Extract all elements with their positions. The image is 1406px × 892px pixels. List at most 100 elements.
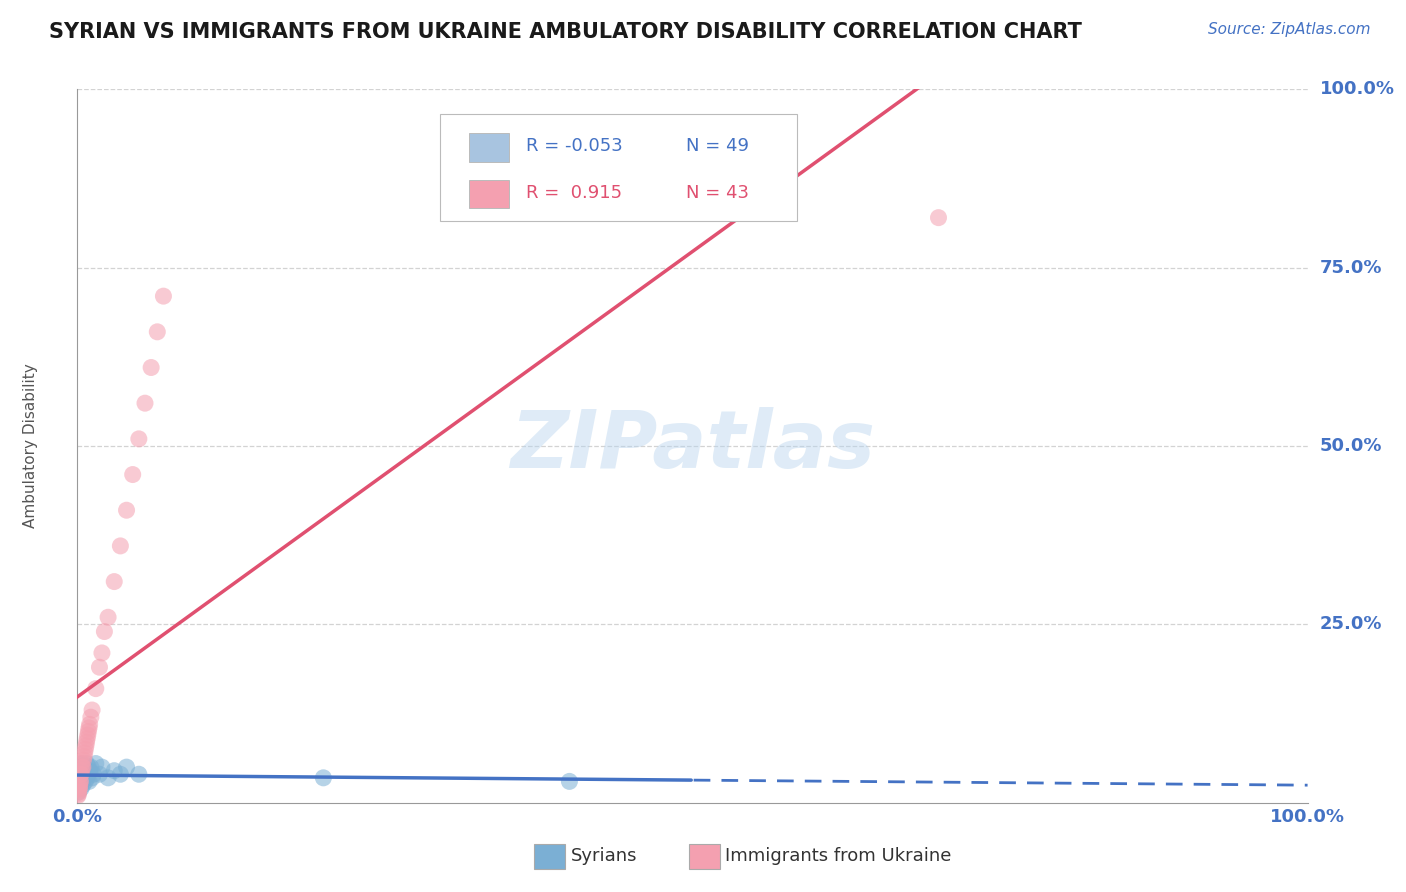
Text: ZIPatlas: ZIPatlas bbox=[510, 407, 875, 485]
Point bbox=[67, 771, 90, 785]
Point bbox=[76, 735, 98, 749]
Point bbox=[76, 728, 98, 742]
Point bbox=[115, 503, 138, 517]
Point bbox=[70, 764, 93, 778]
Point bbox=[72, 753, 94, 767]
Point bbox=[72, 771, 94, 785]
Point bbox=[77, 760, 100, 774]
Point bbox=[128, 767, 150, 781]
Point bbox=[69, 767, 91, 781]
Text: 100.0%: 100.0% bbox=[1320, 80, 1395, 98]
Text: Ambulatory Disability: Ambulatory Disability bbox=[22, 364, 38, 528]
Point bbox=[67, 781, 90, 796]
Point bbox=[70, 760, 93, 774]
Text: Source: ZipAtlas.com: Source: ZipAtlas.com bbox=[1208, 22, 1371, 37]
Point bbox=[79, 717, 101, 731]
Point bbox=[73, 749, 96, 764]
Point bbox=[69, 767, 91, 781]
Point bbox=[67, 785, 90, 799]
Point bbox=[82, 767, 104, 781]
Point bbox=[84, 681, 107, 696]
Point bbox=[90, 646, 114, 660]
Point bbox=[69, 767, 91, 781]
Point bbox=[72, 767, 94, 781]
Point bbox=[77, 724, 100, 739]
Point bbox=[77, 774, 100, 789]
Point bbox=[146, 325, 169, 339]
Point bbox=[84, 756, 107, 771]
Point bbox=[67, 771, 90, 785]
Point bbox=[75, 739, 97, 753]
Point bbox=[69, 774, 91, 789]
Point bbox=[69, 760, 91, 774]
Point bbox=[103, 764, 125, 778]
Point bbox=[80, 710, 103, 724]
Point bbox=[75, 774, 97, 789]
Point bbox=[141, 360, 163, 375]
Point bbox=[82, 771, 104, 785]
Point bbox=[73, 746, 96, 760]
Point bbox=[70, 774, 93, 789]
Text: 50.0%: 50.0% bbox=[1320, 437, 1382, 455]
Point bbox=[66, 789, 89, 803]
Point bbox=[70, 764, 93, 778]
Point bbox=[67, 767, 90, 781]
Point bbox=[76, 767, 98, 781]
Point bbox=[69, 780, 91, 794]
Text: R =  0.915: R = 0.915 bbox=[526, 184, 623, 202]
Text: N = 49: N = 49 bbox=[686, 137, 749, 155]
Point bbox=[115, 760, 138, 774]
Point bbox=[69, 778, 91, 792]
Point bbox=[134, 396, 156, 410]
Text: 75.0%: 75.0% bbox=[1320, 259, 1382, 277]
Point bbox=[67, 774, 90, 789]
Point bbox=[558, 774, 581, 789]
Point bbox=[69, 774, 91, 789]
Point bbox=[928, 211, 950, 225]
Text: Immigrants from Ukraine: Immigrants from Ukraine bbox=[725, 847, 952, 865]
Point bbox=[76, 756, 98, 771]
Point bbox=[67, 781, 90, 796]
Point bbox=[67, 767, 90, 781]
Point bbox=[89, 767, 111, 781]
Point bbox=[67, 785, 90, 799]
Bar bbox=[468, 180, 509, 209]
Point bbox=[70, 756, 93, 771]
Point bbox=[121, 467, 143, 482]
Point bbox=[67, 787, 90, 801]
Point bbox=[128, 432, 150, 446]
Text: 25.0%: 25.0% bbox=[1320, 615, 1382, 633]
Point bbox=[70, 760, 93, 774]
Point bbox=[67, 774, 90, 789]
Point bbox=[69, 778, 91, 792]
Point bbox=[110, 539, 132, 553]
Point bbox=[72, 778, 94, 792]
Point bbox=[69, 774, 91, 789]
Point bbox=[110, 767, 132, 781]
Point bbox=[152, 289, 174, 303]
Point bbox=[89, 660, 111, 674]
Point bbox=[97, 610, 120, 624]
FancyBboxPatch shape bbox=[440, 114, 797, 221]
Point bbox=[72, 760, 94, 774]
Point bbox=[312, 771, 335, 785]
Point bbox=[70, 767, 93, 781]
Text: SYRIAN VS IMMIGRANTS FROM UKRAINE AMBULATORY DISABILITY CORRELATION CHART: SYRIAN VS IMMIGRANTS FROM UKRAINE AMBULA… bbox=[49, 22, 1083, 42]
Point bbox=[69, 764, 91, 778]
Bar bbox=[468, 134, 509, 162]
Point bbox=[73, 764, 96, 778]
Point bbox=[72, 764, 94, 778]
Point bbox=[76, 731, 98, 746]
Point bbox=[75, 742, 97, 756]
Point bbox=[77, 721, 100, 735]
Point bbox=[82, 703, 104, 717]
Point bbox=[93, 624, 115, 639]
Point bbox=[79, 764, 101, 778]
Point bbox=[67, 783, 90, 797]
Point bbox=[70, 771, 93, 785]
Point bbox=[73, 760, 96, 774]
Point bbox=[75, 767, 97, 781]
Point bbox=[72, 760, 94, 774]
Point bbox=[97, 771, 120, 785]
Text: Syrians: Syrians bbox=[571, 847, 637, 865]
